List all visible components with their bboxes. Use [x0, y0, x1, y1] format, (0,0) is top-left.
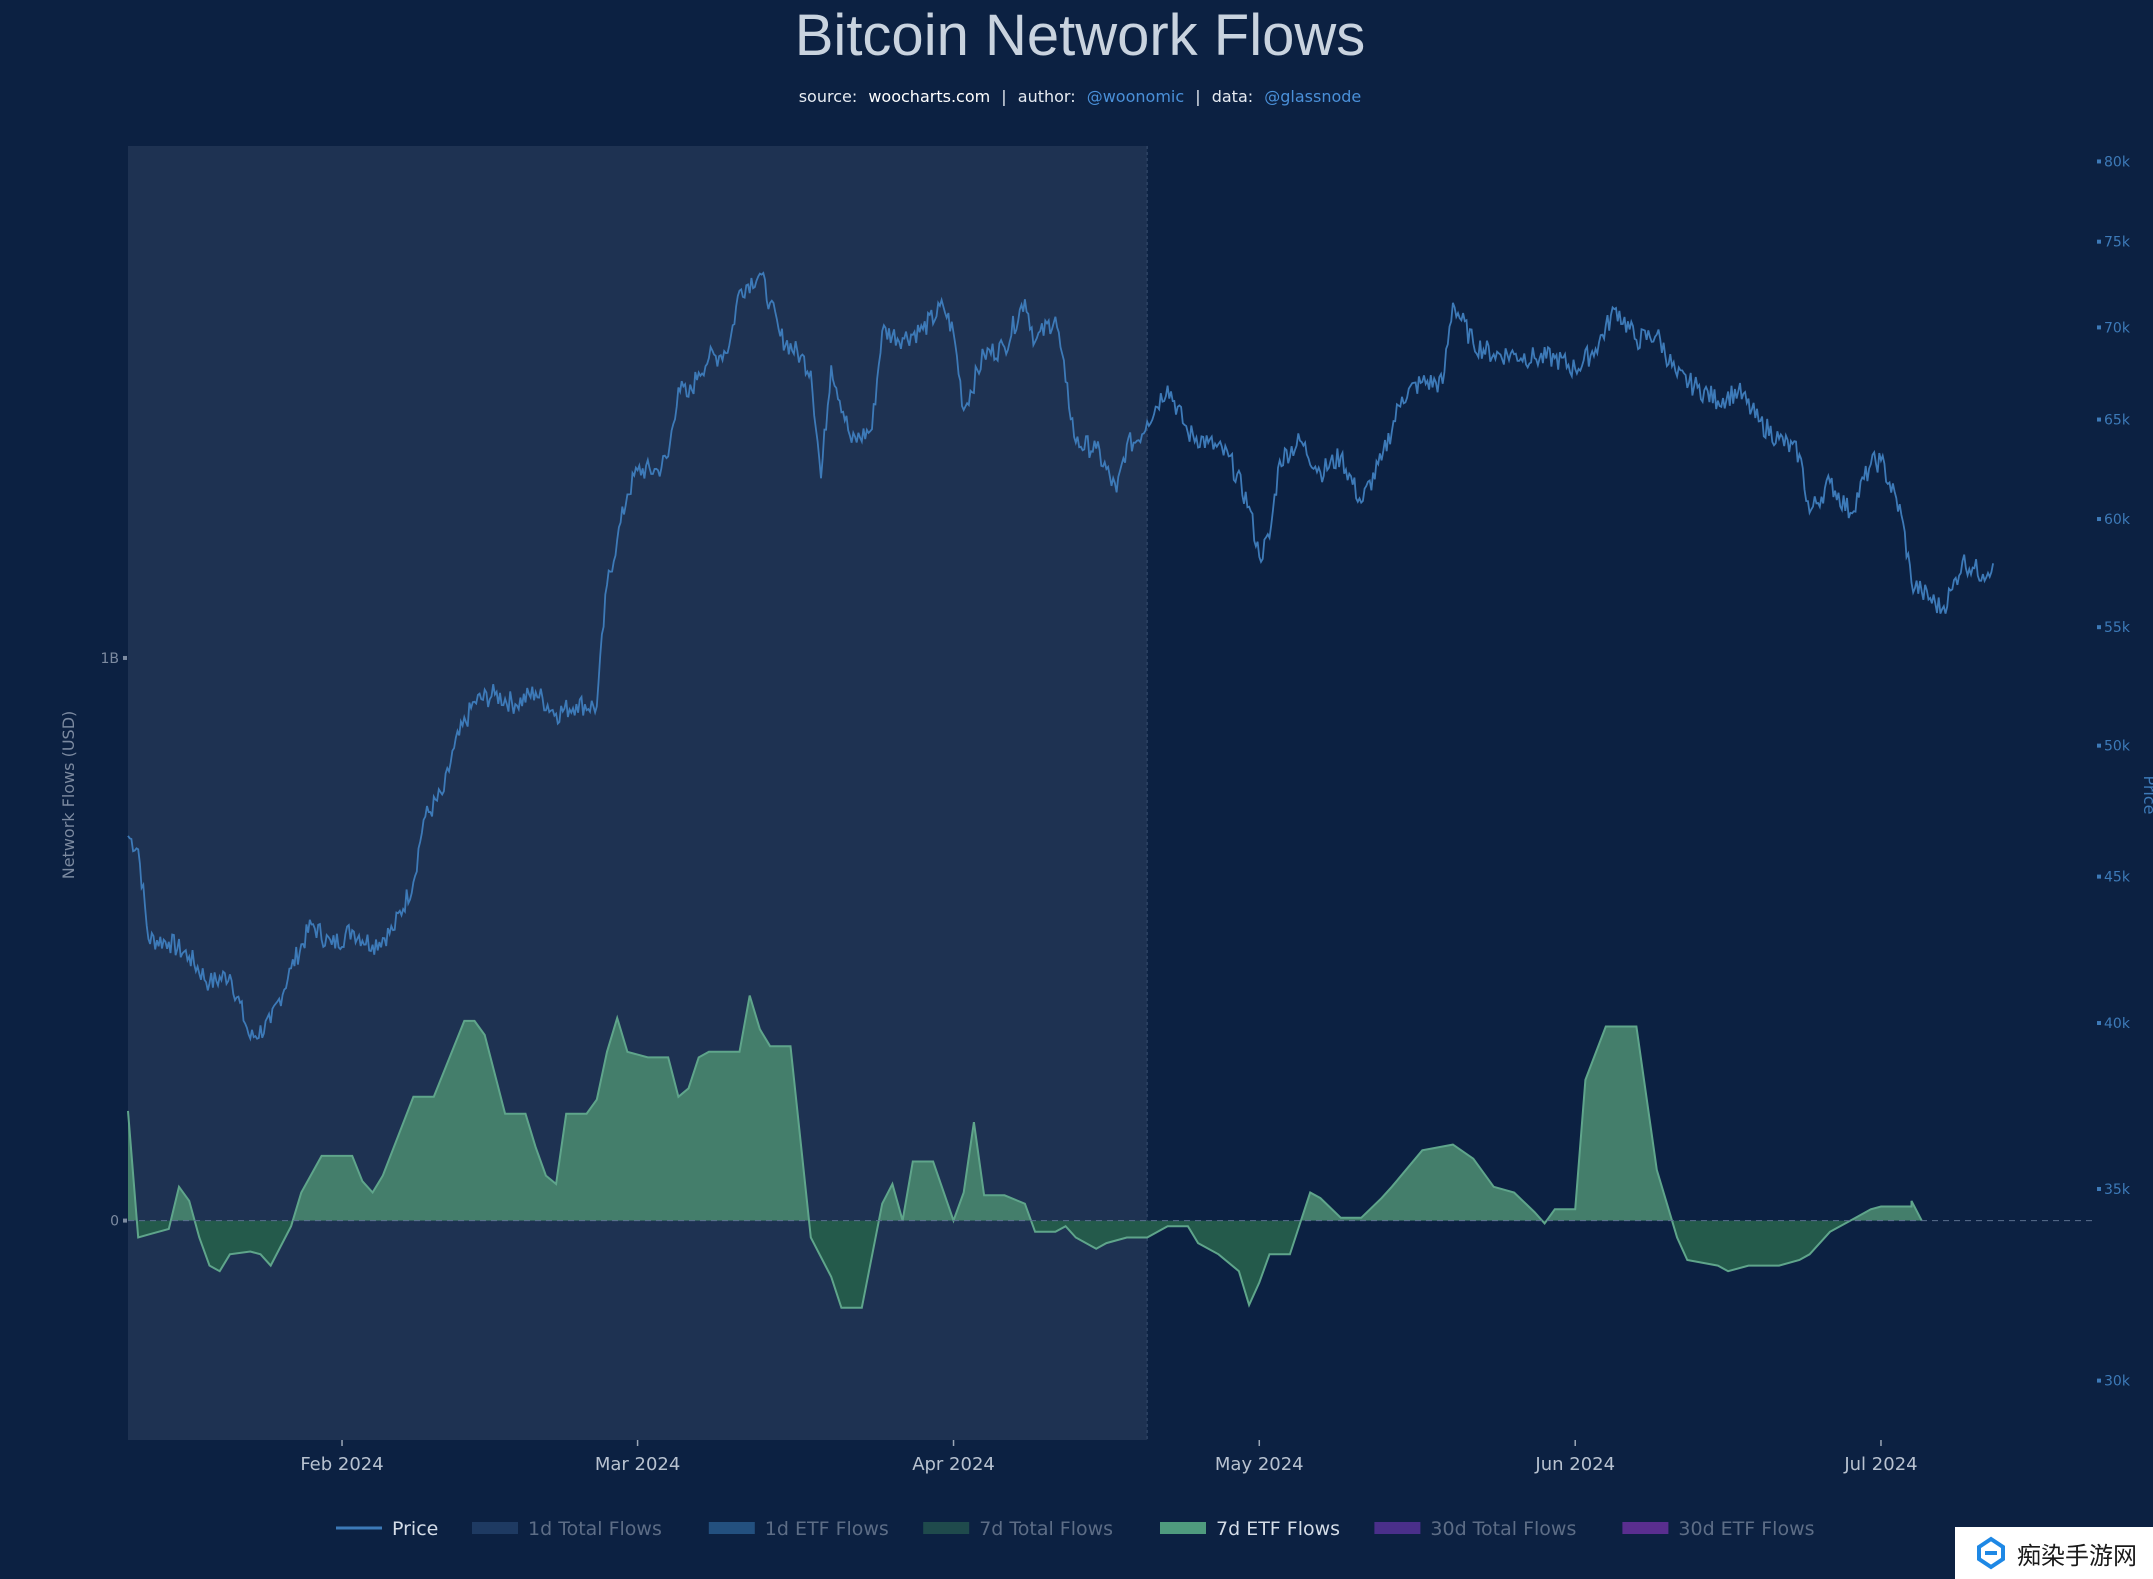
watermark-badge: 痴染手游网 — [1955, 1527, 2153, 1579]
highlight-region — [128, 146, 1148, 1440]
price-layer — [127, 271, 1994, 1042]
left-axis-label: Network Flows (USD) — [59, 711, 78, 880]
watermark-logo-icon — [1977, 1536, 2005, 1570]
right-axis-tick-label: 30k — [2104, 1374, 2131, 1390]
left-axis-tick-mark — [123, 1218, 127, 1223]
right-axis-tick-label: 70k — [2104, 320, 2131, 336]
right-axis-tick-label: 40k — [2104, 1016, 2131, 1032]
legend-label: Price — [392, 1518, 438, 1540]
subtitle-separator: | — [1195, 87, 1200, 106]
legend-item[interactable]: 7d Total Flows — [923, 1518, 1113, 1540]
right-axis-tick-mark — [2097, 159, 2101, 164]
right-axis-tick-label: 50k — [2104, 739, 2131, 755]
right-axis: 30k 35k 40k 45k 50k 55k 60k 65k 70k 75k 80k — [2097, 154, 2131, 1390]
right-axis-tick-mark — [2097, 239, 2101, 244]
etf-flows-line — [127, 995, 1923, 1309]
right-axis-tick-mark — [2097, 325, 2101, 330]
legend-item[interactable]: 30d Total Flows — [1374, 1518, 1576, 1540]
legend-swatch — [1160, 1522, 1206, 1534]
x-axis-tick-label: May 2024 — [1215, 1454, 1304, 1475]
right-axis-tick-mark — [2097, 874, 2101, 879]
subtitle-data-label: data: — [1212, 87, 1253, 106]
legend-item[interactable]: 1d ETF Flows — [708, 1518, 889, 1540]
left-axis-tick-label: 1B — [100, 651, 119, 667]
legend-label: 1d Total Flows — [528, 1518, 662, 1540]
legend-label: 7d Total Flows — [979, 1518, 1113, 1540]
x-axis-tick-label: Mar 2024 — [595, 1454, 681, 1475]
etf-flows-layer — [127, 995, 1923, 1309]
right-axis-tick-label: 60k — [2104, 512, 2131, 528]
legend-label: 30d Total Flows — [1430, 1518, 1576, 1540]
subtitle-author-label: author: — [1018, 87, 1076, 106]
legend: Price 1d Total Flows 1d ETF Flows 7d Total … — [336, 1518, 1815, 1540]
watermark-text: 痴染手游网 — [2017, 1541, 2137, 1570]
right-axis-tick-mark — [2097, 1021, 2101, 1026]
legend-swatch — [708, 1522, 755, 1534]
legend-swatch — [923, 1522, 970, 1534]
x-axis-tick-label: Feb 2024 — [300, 1454, 383, 1475]
right-axis-tick-mark — [2097, 625, 2101, 630]
legend-item[interactable]: 1d Total Flows — [472, 1518, 662, 1540]
chart-title: Bitcoin Network Flows — [795, 3, 1365, 68]
right-axis-tick-mark — [2097, 1378, 2101, 1383]
x-axis-tick-label: Jul 2024 — [1843, 1454, 1917, 1475]
legend-item[interactable]: 30d ETF Flows — [1622, 1518, 1815, 1540]
legend-item[interactable]: Price — [336, 1518, 438, 1540]
price-line — [127, 271, 1994, 1042]
right-axis-tick-label: 55k — [2104, 620, 2131, 636]
right-axis-tick-mark — [2097, 417, 2101, 422]
legend-swatch — [472, 1522, 518, 1534]
right-axis-tick-label: 45k — [2104, 870, 2131, 886]
legend-swatch — [1374, 1522, 1421, 1534]
left-axis-tick-mark — [123, 655, 127, 660]
subtitle-separator: | — [1001, 87, 1006, 106]
right-axis-tick-label: 80k — [2104, 154, 2131, 170]
subtitle-source-label: source: — [799, 87, 858, 106]
right-axis-label: Price — [2140, 775, 2153, 814]
right-axis-tick-mark — [2097, 517, 2101, 522]
etf-flows-positive-area — [128, 995, 1922, 1221]
subtitle-author-value[interactable]: @woonomic — [1087, 87, 1184, 106]
x-axis-tick-label: Jun 2024 — [1534, 1454, 1615, 1475]
etf-flows-negative-area — [128, 1220, 1922, 1308]
legend-label: 1d ETF Flows — [765, 1518, 889, 1540]
legend-swatch — [1622, 1522, 1669, 1534]
subtitle-source-value[interactable]: woocharts.com — [868, 87, 990, 106]
right-axis-tick-label: 35k — [2104, 1182, 2131, 1198]
left-axis: 0 1B — [100, 651, 127, 1230]
legend-label: 30d ETF Flows — [1678, 1518, 1814, 1540]
x-axis-tick-label: Apr 2024 — [912, 1454, 995, 1475]
left-axis-tick-label: 0 — [110, 1214, 119, 1230]
right-axis-tick-mark — [2097, 1186, 2101, 1191]
chart-subtitle: source: woocharts.com | author: @woonomi… — [799, 87, 1362, 106]
right-axis-tick-mark — [2097, 743, 2101, 748]
x-axis: Feb 2024 Mar 2024 Apr 2024 May 2024 Jun 2024… — [300, 1440, 1918, 1475]
right-axis-tick-label: 65k — [2104, 413, 2131, 429]
subtitle-data-value[interactable]: @glassnode — [1264, 87, 1361, 106]
legend-label: 7d ETF Flows — [1216, 1518, 1340, 1540]
legend-item[interactable]: 7d ETF Flows — [1160, 1518, 1340, 1540]
right-axis-tick-label: 75k — [2104, 235, 2131, 251]
